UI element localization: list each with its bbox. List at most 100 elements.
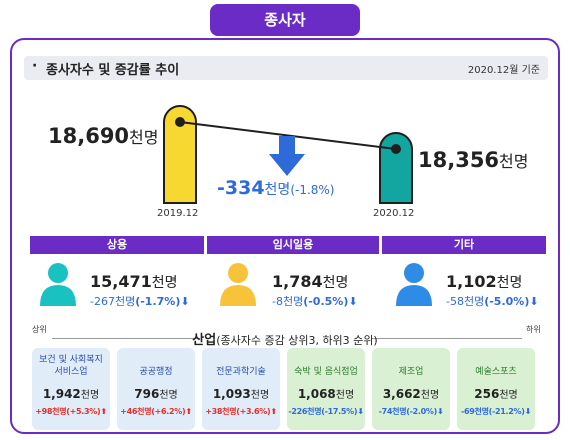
end-period: 2020.12 — [373, 208, 415, 219]
total-change: -334천명(-1.8%) — [217, 177, 377, 199]
end-value-number: 18,356 — [418, 148, 500, 172]
other-value: 1,102천명 — [446, 272, 522, 292]
industry-value-number: 1,068 — [297, 387, 336, 401]
other-value-number: 1,102 — [446, 272, 497, 291]
industry-name: 제조업 — [398, 367, 424, 377]
industry-change: -74천명(-2.0%)⬇ — [372, 406, 450, 417]
category-bar-regular: 상용 — [30, 236, 204, 254]
industry-change: +98천명(+5.3%)⬆ — [32, 406, 110, 417]
total-change-percent: (-1.8%) — [290, 183, 335, 197]
up-arrow-icon: ⬆ — [185, 407, 192, 416]
industry-value-unit: 천명 — [250, 390, 270, 401]
other-change-value: -58 — [446, 295, 464, 308]
section-bullet: · — [32, 58, 38, 74]
start-value-unit: 천명 — [129, 128, 159, 147]
reference-date: 2020.12월 기준 — [467, 65, 540, 76]
industry-value-unit: 천명 — [80, 390, 100, 401]
industry-value: 1,093천명 — [202, 386, 280, 401]
end-value-unit: 천명 — [499, 152, 529, 171]
industry-value: 1,068천명 — [287, 386, 365, 401]
industry-card: 예술스포츠 256천명 -69천명(-21.2%)⬇ — [457, 348, 535, 430]
start-value-number: 18,690 — [48, 124, 130, 148]
start-value: 18,690천명 — [48, 124, 159, 148]
industry-name: 전문과학기술 — [216, 367, 266, 377]
industry-name: 공공행정 — [139, 367, 173, 377]
temporary-value-unit: 천명 — [322, 275, 349, 291]
temporary-change-unit: 천명 — [282, 295, 304, 308]
total-change-value: -334 — [217, 177, 265, 199]
down-arrow-icon: ⬇ — [437, 407, 444, 416]
divider-right — [372, 338, 522, 339]
page-title: 종사자 — [210, 4, 360, 36]
industry-change-text: -226천명(-17.5%) — [288, 407, 358, 416]
industry-value-unit: 천명 — [499, 390, 518, 401]
industry-title: 산업(종사자수 증감 상위3, 하위3 순위) — [150, 329, 420, 348]
industry-card: 제조업 3,662천명 -74천명(-2.0%)⬇ — [372, 348, 450, 430]
industry-change-text: -69천명(-21.2%) — [460, 407, 525, 416]
temporary-value-number: 1,784 — [272, 272, 323, 291]
down-arrow-icon: ⬇ — [524, 407, 532, 416]
trend-dot-end — [391, 144, 401, 154]
industry-change-text: +98천명(+5.3%) — [35, 407, 101, 416]
industry-name: 숙박 및 음식점업 — [294, 367, 358, 377]
industry-change: +46천명(+6.2%)⬆ — [117, 406, 195, 417]
up-arrow-icon: ⬆ — [270, 407, 277, 416]
industry-value: 1,942천명 — [32, 386, 110, 401]
section-header: · 종사자수 및 증감률 추이 2020.12월 기준 — [24, 56, 548, 80]
regular-change: -267천명(-1.7%)⬇ — [90, 293, 190, 309]
temporary-value: 1,784천명 — [272, 272, 348, 292]
bottom-rank-label: 하위 — [526, 325, 541, 334]
person-icon — [396, 263, 432, 306]
industry-change-text: +46천명(+6.2%) — [120, 407, 186, 416]
other-change-unit: 천명 — [463, 295, 485, 308]
industry-name: 보건 및 사회복지 서비스업 — [39, 355, 103, 377]
industry-change: -69천명(-21.2%)⬇ — [457, 406, 535, 417]
regular-change-percent: (-1.7%) — [135, 295, 181, 308]
total-change-unit: 천명 — [264, 182, 291, 198]
industry-change: +38천명(+3.6%)⬆ — [202, 406, 280, 417]
start-period: 2019.12 — [157, 208, 199, 219]
content-frame — [10, 38, 560, 434]
industry-card: 보건 및 사회복지 서비스업 1,942천명 +98천명(+5.3%)⬆ — [32, 348, 110, 430]
regular-value: 15,471천명 — [90, 272, 178, 292]
industry-value: 796천명 — [117, 386, 195, 401]
industry-value-number: 1,093 — [212, 387, 251, 401]
industry-title-rest: (종사자수 증감 상위3, 하위3 순위) — [216, 334, 378, 347]
industry-value-number: 3,662 — [382, 387, 421, 401]
industry-value: 256천명 — [457, 386, 535, 401]
industry-value-number: 1,942 — [42, 387, 81, 401]
top-rank-label: 상위 — [32, 325, 47, 334]
industry-change-text: +38천명(+3.6%) — [205, 407, 271, 416]
industry-name: 예술스포츠 — [475, 367, 517, 377]
industry-value-unit: 천명 — [335, 390, 355, 401]
up-arrow-icon: ⬆ — [100, 407, 107, 416]
industry-card: 숙박 및 음식점업 1,068천명 -226천명(-17.5%)⬇ — [287, 348, 365, 430]
other-change-percent: (-5.0%) — [484, 295, 530, 308]
industry-value-number: 796 — [134, 387, 160, 401]
section-title: 종사자수 및 증감률 추이 — [46, 63, 180, 78]
regular-change-unit: 천명 — [114, 295, 136, 308]
temporary-change: -8천명(-0.5%)⬇ — [272, 293, 358, 309]
industry-change: -226천명(-17.5%)⬇ — [287, 406, 365, 417]
down-arrow-icon: ⬇ — [357, 407, 364, 416]
down-arrow-icon: ⬇ — [180, 295, 190, 308]
end-value: 18,356천명 — [418, 148, 529, 172]
person-icon — [40, 263, 76, 306]
category-bar-other: 기타 — [382, 236, 546, 254]
down-arrow-icon: ⬇ — [529, 295, 539, 308]
other-change: -58천명(-5.0%)⬇ — [446, 293, 539, 309]
person-icon — [220, 263, 256, 306]
industry-card: 전문과학기술 1,093천명 +38천명(+3.6%)⬆ — [202, 348, 280, 430]
regular-change-value: -267 — [90, 295, 115, 308]
industry-title-bold: 산업 — [192, 333, 217, 348]
industry-change-text: -74천명(-2.0%) — [378, 407, 438, 416]
temporary-change-value: -8 — [272, 295, 283, 308]
down-arrow-icon: ⬇ — [348, 295, 358, 308]
decrease-arrow-icon — [269, 136, 305, 176]
industry-value-number: 256 — [474, 387, 500, 401]
regular-value-number: 15,471 — [90, 272, 152, 291]
regular-value-unit: 천명 — [151, 275, 178, 291]
industry-value-unit: 천명 — [159, 390, 178, 401]
trend-dot-start — [175, 117, 185, 127]
